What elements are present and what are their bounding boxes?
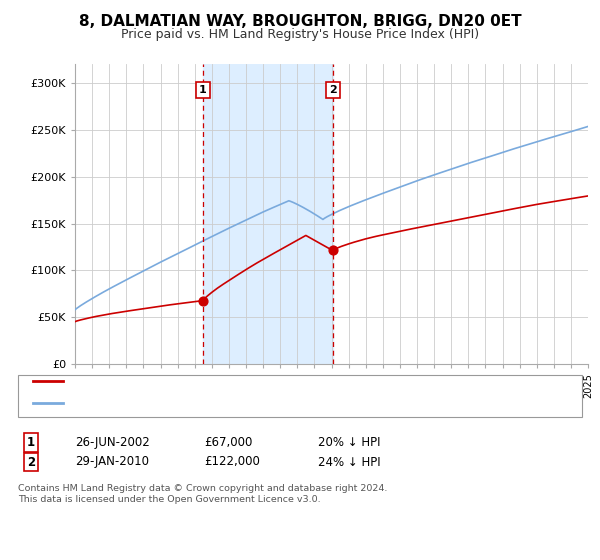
Text: 8, DALMATIAN WAY, BROUGHTON, BRIGG, DN20 0ET (detached house): 8, DALMATIAN WAY, BROUGHTON, BRIGG, DN20… — [69, 376, 455, 386]
Bar — [203, 64, 333, 364]
Text: £122,000: £122,000 — [204, 455, 260, 469]
Text: 26-JUN-2002: 26-JUN-2002 — [75, 436, 150, 449]
Point — [328, 245, 338, 254]
Text: 29-JAN-2010: 29-JAN-2010 — [75, 455, 149, 469]
Text: Price paid vs. HM Land Registry's House Price Index (HPI): Price paid vs. HM Land Registry's House … — [121, 28, 479, 41]
Text: Contains HM Land Registry data © Crown copyright and database right 2024.
This d: Contains HM Land Registry data © Crown c… — [18, 484, 388, 504]
Text: 1: 1 — [27, 436, 35, 449]
Point — [198, 297, 208, 306]
Text: £67,000: £67,000 — [204, 436, 253, 449]
Text: 1: 1 — [199, 85, 207, 95]
Text: HPI: Average price, detached house, North Lincolnshire: HPI: Average price, detached house, Nort… — [69, 399, 371, 408]
Text: 24% ↓ HPI: 24% ↓ HPI — [318, 455, 380, 469]
Text: 20% ↓ HPI: 20% ↓ HPI — [318, 436, 380, 449]
Text: 2: 2 — [329, 85, 337, 95]
Text: 2: 2 — [27, 455, 35, 469]
Text: 8, DALMATIAN WAY, BROUGHTON, BRIGG, DN20 0ET: 8, DALMATIAN WAY, BROUGHTON, BRIGG, DN20… — [79, 14, 521, 29]
